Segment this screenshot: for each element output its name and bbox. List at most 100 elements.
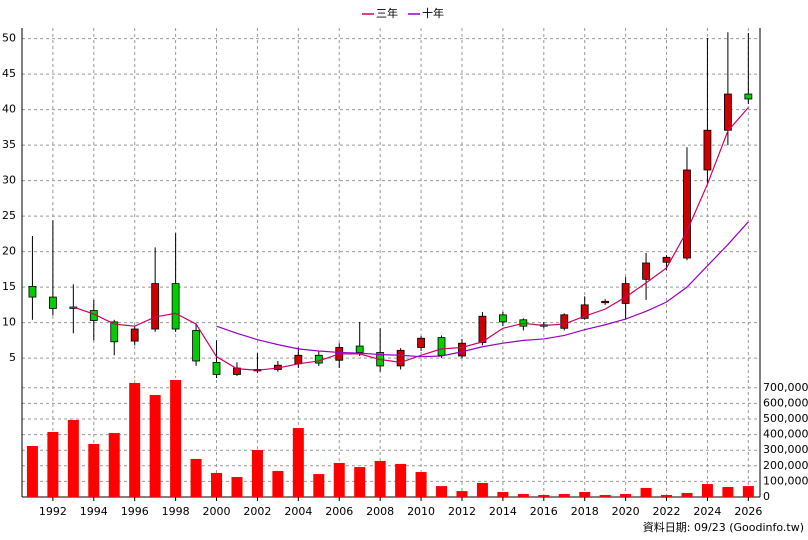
- x-tick-label: 2006: [325, 505, 353, 518]
- x-tick-label: 2026: [734, 505, 762, 518]
- candle-body: [151, 283, 160, 330]
- x-tick-label: 1996: [121, 505, 149, 518]
- candle-body: [192, 330, 200, 362]
- candle-body: [48, 296, 57, 309]
- volume-bar: [26, 445, 38, 497]
- x-tick-label: 2002: [243, 505, 271, 518]
- footnote: 資料日期: 09/23 (Goodinfo.tw): [643, 520, 804, 534]
- volume-bar: [681, 492, 693, 497]
- y2-tick-label: 500,000: [763, 412, 808, 425]
- candle-body: [560, 314, 569, 329]
- candle-body: [458, 342, 466, 357]
- y2-tick-label: 0: [763, 490, 770, 503]
- y-tick-label: 5: [9, 351, 16, 364]
- candle-body: [314, 354, 323, 364]
- ma-line: [216, 221, 749, 358]
- volume-bar: [251, 450, 263, 497]
- volume-bar: [292, 428, 304, 497]
- volume-bar: [456, 491, 468, 497]
- y2-tick-label: 600,000: [763, 396, 808, 409]
- volume-bar: [190, 458, 202, 497]
- volume-bar: [47, 431, 59, 497]
- candle-body: [703, 129, 712, 171]
- volume-bar: [149, 394, 161, 497]
- candle-body: [130, 328, 139, 342]
- volume-bar: [272, 470, 284, 497]
- legend-label: 十年: [422, 6, 444, 20]
- y2-tick-label: 300,000: [763, 443, 808, 456]
- candle-body: [233, 367, 241, 375]
- volume-bar: [722, 487, 734, 497]
- volume-bar: [129, 382, 141, 497]
- y-tick-label: 30: [2, 174, 16, 187]
- x-tick-label: 2024: [693, 505, 721, 518]
- candle-body: [683, 169, 691, 259]
- volume-bar: [108, 433, 120, 497]
- candle-body: [294, 354, 303, 365]
- candle-body: [723, 93, 732, 131]
- volume-bar: [211, 472, 223, 497]
- volume-bar: [415, 472, 427, 497]
- candle-body: [355, 345, 364, 353]
- y-tick-label: 50: [2, 32, 16, 45]
- volume-bar: [640, 487, 652, 497]
- y-tick-label: 15: [2, 280, 16, 293]
- volume-bar: [170, 380, 182, 497]
- volume-bar: [701, 484, 713, 497]
- volume-bar: [538, 494, 550, 497]
- volume-bar: [88, 443, 100, 497]
- volume-bar: [599, 494, 611, 497]
- volume-bar: [742, 486, 754, 497]
- volume-bar: [374, 460, 386, 497]
- x-tick-label: 2020: [612, 505, 640, 518]
- volume-bar: [620, 494, 632, 497]
- candle-body: [498, 314, 507, 323]
- candle-body: [212, 361, 221, 375]
- volume-bar: [661, 494, 673, 497]
- candle-body: [642, 262, 650, 280]
- y2-tick-label: 400,000: [763, 428, 808, 441]
- candle-body: [171, 283, 180, 330]
- x-tick-label: 2000: [203, 505, 231, 518]
- y-tick-label: 40: [2, 103, 16, 116]
- volume-bar: [354, 467, 366, 497]
- ma-line: [73, 107, 749, 371]
- y-tick-label: 45: [2, 67, 16, 80]
- candle-body: [662, 256, 671, 263]
- x-tick-label: 2014: [489, 505, 517, 518]
- x-tick-label: 2008: [366, 505, 394, 518]
- candle-body: [744, 93, 753, 100]
- x-tick-label: 2022: [653, 505, 681, 518]
- y2-tick-label: 100,000: [763, 474, 808, 487]
- y2-tick-label: 200,000: [763, 459, 808, 472]
- candle-body: [417, 337, 425, 348]
- volume-bar: [313, 474, 325, 497]
- x-tick-label: 1992: [39, 505, 67, 518]
- candle-body: [110, 321, 119, 343]
- y-tick-label: 35: [2, 138, 16, 151]
- volume-bar: [436, 486, 448, 497]
- y-tick-label: 25: [2, 209, 16, 222]
- candle-body: [28, 286, 37, 298]
- volume-bar: [497, 492, 509, 497]
- volume-bar: [558, 494, 570, 497]
- x-tick-label: 2004: [284, 505, 312, 518]
- volume-bar: [231, 477, 243, 497]
- y-tick-label: 10: [2, 316, 16, 329]
- x-tick-label: 2010: [407, 505, 435, 518]
- x-tick-label: 2016: [530, 505, 558, 518]
- volume-bar: [333, 462, 345, 497]
- candle-body: [437, 337, 446, 356]
- candle-body: [601, 300, 610, 304]
- legend-label: 三年: [376, 6, 398, 20]
- y2-tick-label: 700,000: [763, 381, 808, 394]
- x-tick-label: 2012: [448, 505, 476, 518]
- x-tick-label: 1998: [162, 505, 190, 518]
- candle-body: [621, 283, 630, 304]
- candle-body: [396, 349, 405, 367]
- x-tick-label: 2018: [571, 505, 599, 518]
- volume-bar: [67, 419, 79, 497]
- volume-bar: [395, 463, 407, 497]
